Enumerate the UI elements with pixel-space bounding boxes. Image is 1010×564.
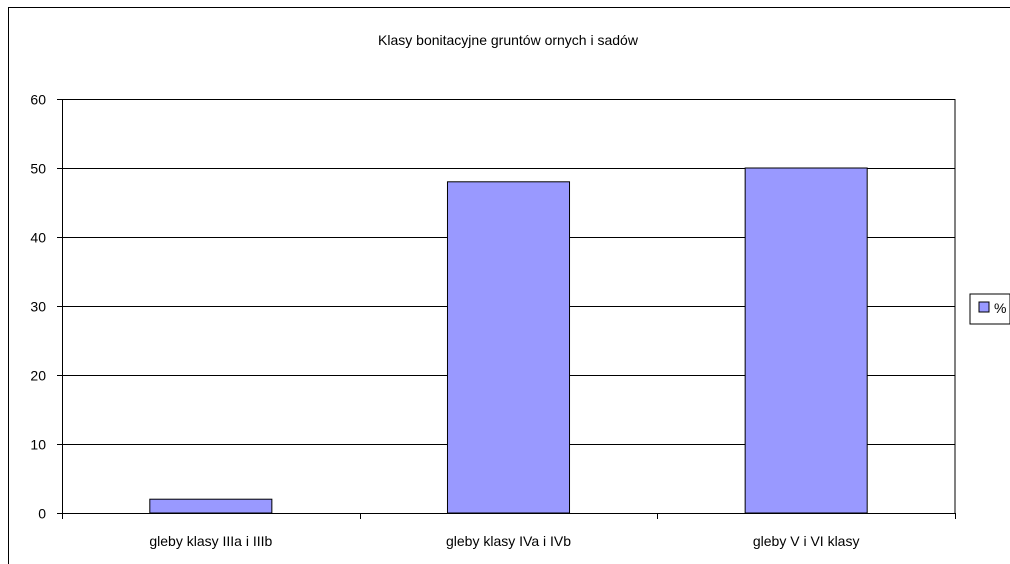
y-tick-label: 20 bbox=[30, 368, 46, 384]
x-tick-label: gleby V i VI klasy bbox=[753, 533, 860, 549]
y-tick-label: 10 bbox=[30, 437, 46, 453]
bars bbox=[149, 167, 868, 514]
legend: % bbox=[969, 293, 1010, 325]
y-tick-label: 50 bbox=[30, 161, 46, 177]
chart-frame bbox=[8, 7, 1010, 564]
y-tick-label: 40 bbox=[30, 230, 46, 246]
x-tick-label: gleby klasy IVa i IVb bbox=[446, 533, 571, 549]
bar bbox=[149, 498, 273, 514]
y-tick-label: 30 bbox=[30, 299, 46, 315]
bar bbox=[744, 167, 868, 514]
legend-swatch bbox=[978, 301, 990, 313]
y-tick-label: 60 bbox=[30, 92, 46, 108]
chart-title: Klasy bonitacyjne gruntów ornych i sadów bbox=[378, 32, 639, 48]
x-tick-label: gleby klasy IIIa i IIIb bbox=[149, 533, 272, 549]
bar bbox=[446, 181, 571, 514]
y-tick-label: 0 bbox=[38, 506, 46, 522]
legend-label: % bbox=[994, 300, 1006, 316]
legend-box bbox=[969, 293, 1010, 325]
